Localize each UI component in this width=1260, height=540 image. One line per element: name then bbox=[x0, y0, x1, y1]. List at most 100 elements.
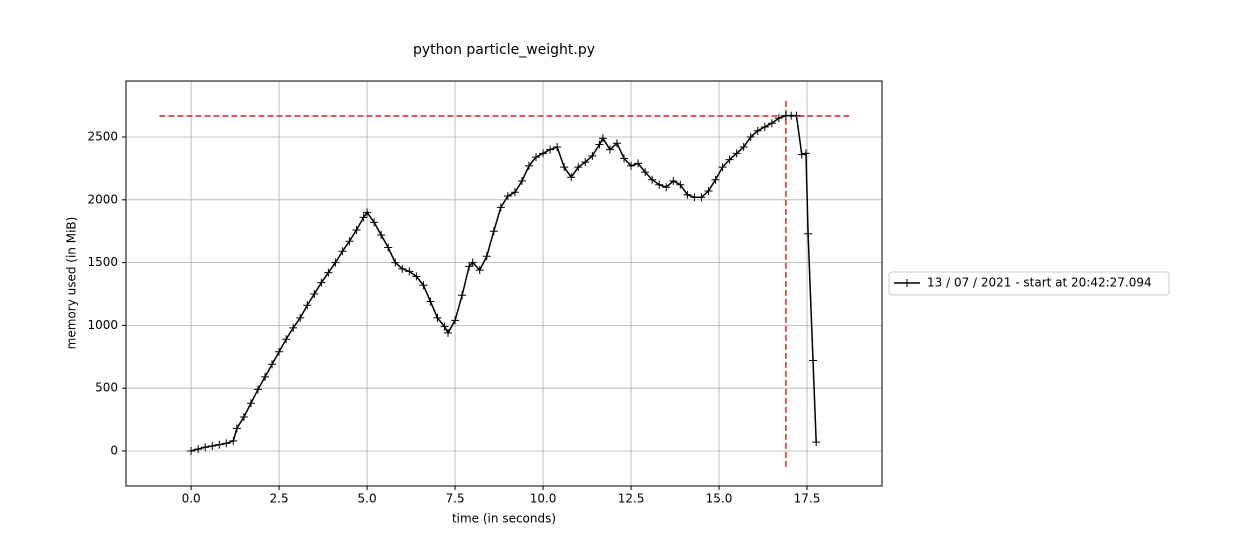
point-marker bbox=[289, 323, 298, 332]
point-marker bbox=[246, 399, 255, 408]
x-tick-label: 5.0 bbox=[358, 492, 377, 506]
y-tick-label: 2000 bbox=[87, 192, 118, 206]
point-marker bbox=[232, 424, 241, 433]
point-marker bbox=[433, 313, 442, 322]
point-marker bbox=[208, 441, 217, 450]
y-tick-label: 2500 bbox=[87, 130, 118, 144]
point-marker bbox=[465, 262, 474, 271]
point-marker bbox=[331, 258, 340, 267]
point-marker bbox=[627, 161, 636, 170]
point-marker bbox=[503, 192, 512, 201]
point-marker bbox=[662, 183, 671, 192]
point-marker bbox=[767, 119, 776, 128]
point-marker bbox=[711, 175, 720, 184]
point-marker bbox=[324, 268, 333, 277]
point-marker bbox=[440, 322, 449, 331]
x-tick-label: 7.5 bbox=[446, 492, 465, 506]
y-tick-label: 1000 bbox=[87, 318, 118, 332]
point-marker bbox=[620, 154, 629, 163]
x-tick-label: 2.5 bbox=[270, 492, 289, 506]
point-marker bbox=[669, 176, 678, 185]
point-marker bbox=[229, 436, 238, 445]
point-marker bbox=[275, 347, 284, 356]
point-marker bbox=[690, 193, 699, 202]
point-marker bbox=[239, 413, 248, 422]
point-marker bbox=[303, 301, 312, 310]
point-marker bbox=[510, 188, 519, 197]
point-marker bbox=[546, 145, 555, 154]
point-marker bbox=[634, 159, 643, 168]
point-marker bbox=[697, 193, 706, 202]
point-marker bbox=[444, 328, 453, 337]
point-marker bbox=[598, 134, 607, 143]
point-marker bbox=[809, 356, 818, 365]
x-axis-label: time (in seconds) bbox=[452, 512, 556, 526]
point-marker bbox=[539, 149, 548, 158]
x-tick-label: 10.0 bbox=[530, 492, 557, 506]
legend-marker bbox=[903, 279, 911, 287]
point-marker bbox=[451, 316, 460, 325]
point-marker bbox=[426, 297, 435, 306]
point-marker bbox=[268, 360, 277, 369]
point-marker bbox=[419, 281, 428, 290]
point-marker bbox=[253, 385, 262, 394]
point-marker bbox=[282, 335, 291, 344]
legend-box bbox=[888, 271, 1170, 296]
point-marker bbox=[567, 173, 576, 182]
point-marker bbox=[648, 175, 657, 184]
point-marker bbox=[753, 126, 762, 135]
point-marker bbox=[391, 258, 400, 267]
point-marker bbox=[194, 445, 203, 454]
point-marker bbox=[588, 151, 597, 160]
point-marker bbox=[359, 213, 368, 222]
x-tick-label: 12.5 bbox=[618, 492, 645, 506]
point-marker bbox=[804, 229, 813, 238]
point-marker bbox=[412, 272, 421, 281]
point-marker bbox=[377, 230, 386, 239]
point-marker bbox=[553, 143, 562, 152]
point-marker bbox=[261, 372, 270, 381]
point-marker bbox=[352, 225, 361, 234]
point-marker bbox=[489, 227, 498, 236]
point-marker bbox=[725, 155, 734, 164]
legend-label: 13 / 07 / 2021 - start at 20:42:27.094 bbox=[927, 276, 1152, 290]
point-marker bbox=[676, 180, 685, 189]
point-marker bbox=[398, 264, 407, 273]
point-marker bbox=[655, 180, 664, 189]
point-marker bbox=[612, 139, 621, 148]
point-marker bbox=[345, 237, 354, 246]
point-marker bbox=[363, 208, 372, 217]
point-marker bbox=[595, 140, 604, 149]
point-marker bbox=[812, 438, 821, 447]
x-tick-label: 15.0 bbox=[706, 492, 733, 506]
x-tick-label: 0.0 bbox=[182, 492, 201, 506]
point-marker bbox=[718, 163, 727, 172]
point-marker bbox=[532, 153, 541, 162]
point-marker bbox=[524, 161, 533, 170]
point-marker bbox=[732, 149, 741, 158]
point-marker bbox=[458, 291, 467, 300]
point-marker bbox=[405, 267, 414, 276]
y-tick-label: 1500 bbox=[87, 255, 118, 269]
point-marker bbox=[683, 190, 692, 199]
point-marker bbox=[317, 278, 326, 287]
point-marker bbox=[475, 266, 484, 275]
y-tick-label: 0 bbox=[110, 443, 118, 457]
point-marker bbox=[222, 439, 231, 448]
point-marker bbox=[739, 143, 748, 152]
point-marker bbox=[641, 168, 650, 177]
point-marker bbox=[746, 133, 755, 142]
point-marker bbox=[187, 446, 196, 455]
point-marker bbox=[801, 149, 810, 158]
plot-frame bbox=[125, 80, 883, 487]
point-marker bbox=[296, 313, 305, 322]
point-marker bbox=[370, 218, 379, 227]
chart-title: python particle_weight.py bbox=[413, 42, 595, 58]
y-axis-label: memory used (in MiB) bbox=[65, 217, 79, 350]
point-marker bbox=[338, 247, 347, 256]
point-marker bbox=[482, 252, 491, 261]
point-marker bbox=[574, 163, 583, 172]
point-marker bbox=[215, 440, 224, 449]
x-tick-label: 17.5 bbox=[794, 492, 821, 506]
